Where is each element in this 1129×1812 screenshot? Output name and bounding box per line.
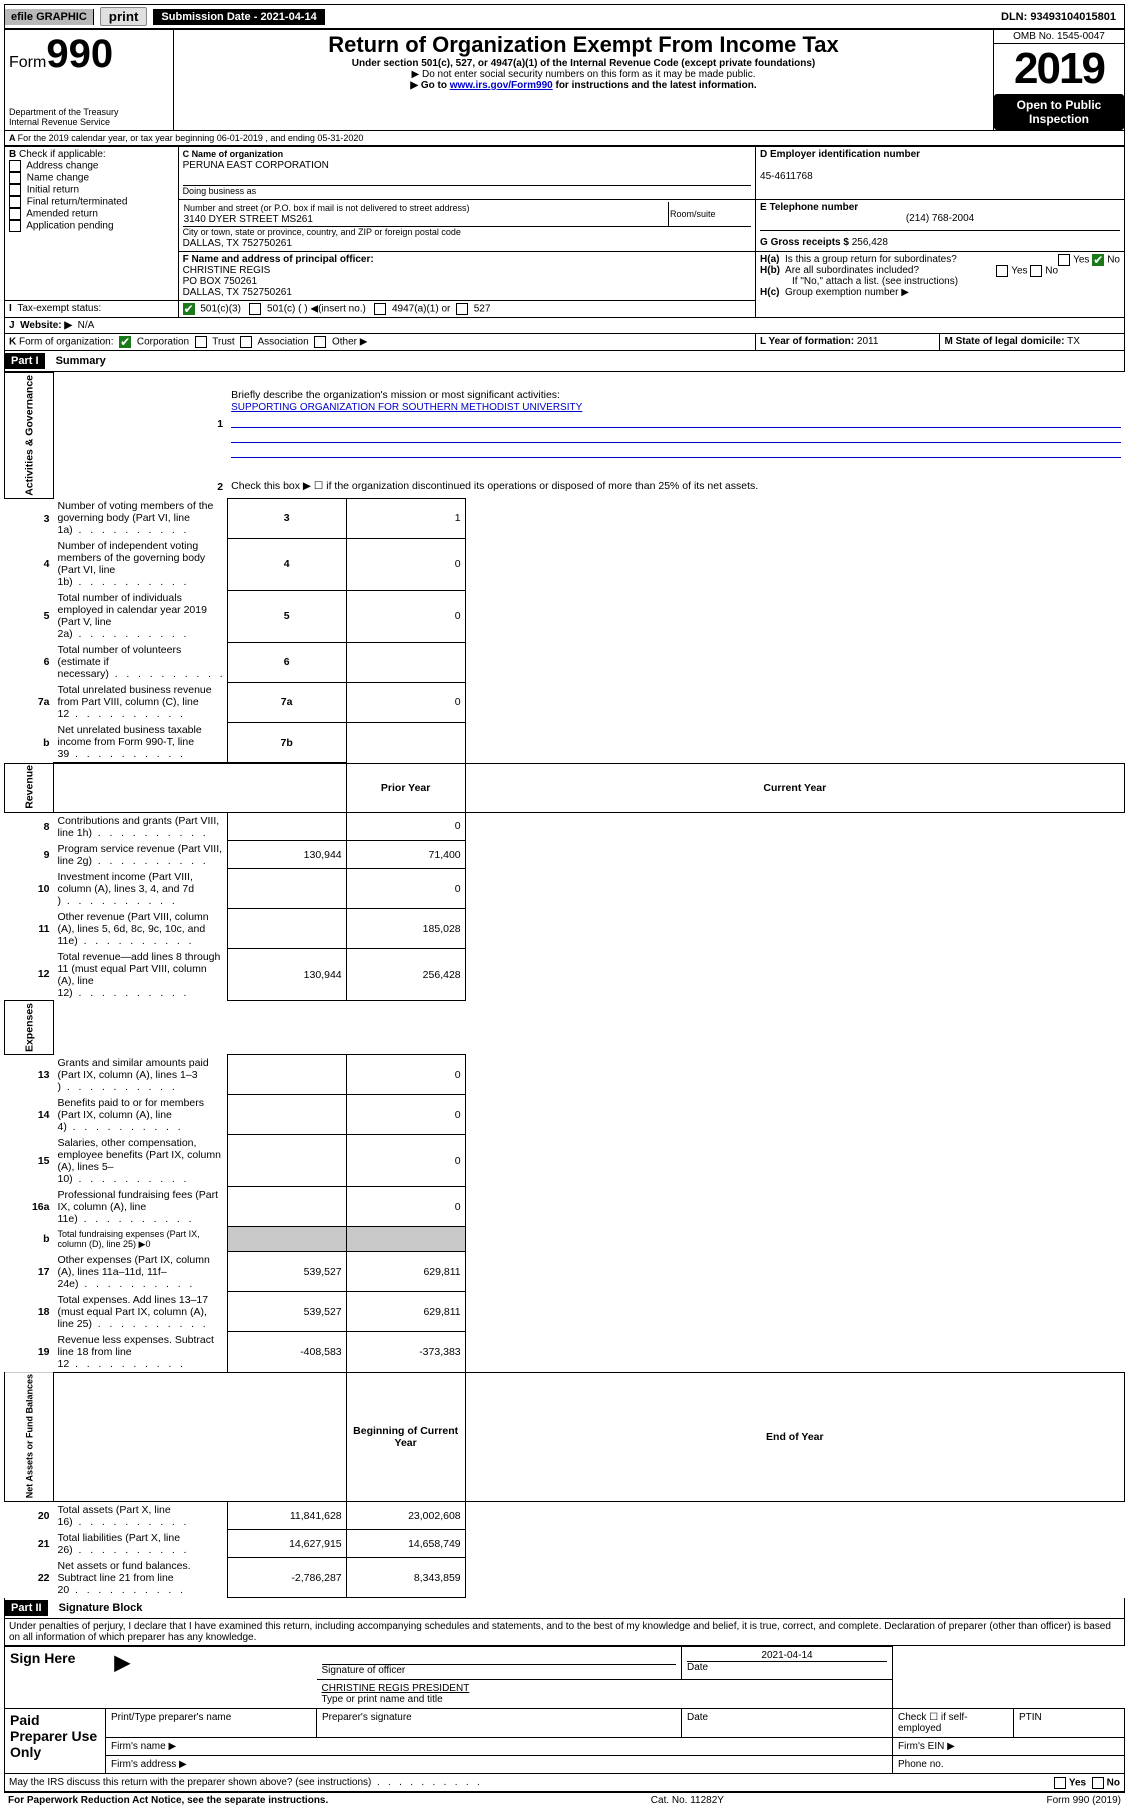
mission-text: SUPPORTING ORGANIZATION FOR SOUTHERN MET… xyxy=(231,402,582,413)
form-note2: ▶ Go to www.irs.gov/Form990 for instruct… xyxy=(178,80,989,91)
k-corp-checkbox[interactable] xyxy=(119,336,131,348)
501c-checkbox[interactable] xyxy=(249,303,261,315)
527-checkbox[interactable] xyxy=(456,303,468,315)
discuss-yes-checkbox[interactable] xyxy=(1054,1777,1066,1789)
officer-name-title: CHRISTINE REGIS PRESIDENT xyxy=(322,1683,470,1694)
expenses-label: Expenses xyxy=(5,1001,54,1055)
signature-table: Sign Here ▶ Signature of officer 2021-04… xyxy=(4,1646,1125,1774)
netassets-label: Net Assets or Fund Balances xyxy=(5,1372,54,1501)
part-i-hdr: Part I xyxy=(5,353,45,369)
officer-name: CHRISTINE REGIS xyxy=(183,265,271,276)
city-addr: DALLAS, TX 752750261 xyxy=(183,238,292,249)
b-checkbox[interactable] xyxy=(9,208,21,220)
top-bar: efile GRAPHIC print Submission Date - 20… xyxy=(4,4,1125,29)
year-formation: 2011 xyxy=(857,336,879,347)
perjury-text: Under penalties of perjury, I declare th… xyxy=(4,1619,1125,1646)
website-value: N/A xyxy=(78,320,95,331)
4947-checkbox[interactable] xyxy=(374,303,386,315)
b-checkbox[interactable] xyxy=(9,172,21,184)
omb-label: OMB No. 1545-0047 xyxy=(994,30,1124,44)
period-line: A For the 2019 calendar year, or tax yea… xyxy=(4,131,1125,146)
k-other-checkbox[interactable] xyxy=(314,336,326,348)
dept-label: Department of the Treasury Internal Reve… xyxy=(9,107,169,127)
part-ii-title: Signature Block xyxy=(51,1602,143,1614)
submission-date: Submission Date - 2021-04-14 xyxy=(153,9,324,25)
governance-label: Activities & Governance xyxy=(5,373,54,499)
discuss-row: May the IRS discuss this return with the… xyxy=(4,1774,1125,1792)
form-990-label: Form990 xyxy=(9,32,169,77)
footer: For Paperwork Reduction Act Notice, see … xyxy=(4,1792,1125,1808)
ha-no-checkbox[interactable] xyxy=(1092,254,1104,266)
form-subtitle: Under section 501(c), 527, or 4947(a)(1)… xyxy=(178,58,989,69)
form-header: Form990 Department of the Treasury Inter… xyxy=(4,29,1125,131)
state-domicile: TX xyxy=(1067,336,1080,347)
arrow-icon: ▶ xyxy=(111,1652,134,1674)
ha-yes-checkbox[interactable] xyxy=(1058,254,1070,266)
ein-value: 45-4611768 xyxy=(760,171,813,182)
dln-label: DLN: 93493104015801 xyxy=(993,9,1124,25)
part-i-title: Summary xyxy=(48,355,106,367)
hb-no-checkbox[interactable] xyxy=(1030,265,1042,277)
tax-year: 2019 xyxy=(994,44,1124,94)
501c3-checkbox[interactable] xyxy=(183,303,195,315)
b-checkbox[interactable] xyxy=(9,220,21,232)
k-trust-checkbox[interactable] xyxy=(195,336,207,348)
irs-link[interactable]: www.irs.gov/Form990 xyxy=(450,80,553,91)
gross-receipts: 256,428 xyxy=(852,237,888,248)
street-addr: 3140 DYER STREET MS261 xyxy=(184,214,313,225)
discuss-no-checkbox[interactable] xyxy=(1092,1777,1104,1789)
hb-yes-checkbox[interactable] xyxy=(996,265,1008,277)
form-note1: ▶ Do not enter social security numbers o… xyxy=(178,69,989,80)
form-title: Return of Organization Exempt From Incom… xyxy=(178,32,989,58)
efile-label: efile GRAPHIC xyxy=(5,9,94,25)
k-assoc-checkbox[interactable] xyxy=(240,336,252,348)
part-i-table: Activities & Governance 1 Briefly descri… xyxy=(4,372,1125,1598)
open-public-badge: Open to Public Inspection xyxy=(994,94,1124,130)
part-ii-hdr: Part II xyxy=(5,1600,48,1616)
revenue-label: Revenue xyxy=(5,763,54,812)
b-checkbox[interactable] xyxy=(9,196,21,208)
print-button[interactable]: print xyxy=(100,7,148,26)
b-checkbox[interactable] xyxy=(9,184,21,196)
b-checkbox[interactable] xyxy=(9,160,21,172)
phone-value: (214) 768-2004 xyxy=(760,213,1120,224)
header-section-b-m: B Check if applicable: Address change Na… xyxy=(4,146,1125,351)
org-name: PERUNA EAST CORPORATION xyxy=(183,160,329,171)
